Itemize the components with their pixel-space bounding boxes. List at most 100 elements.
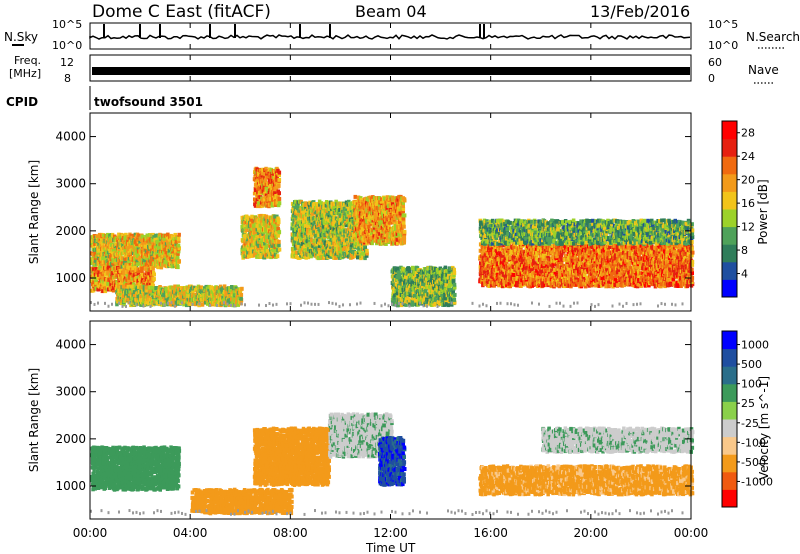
scatter-cell (265, 235, 269, 239)
scatter-cell (349, 247, 354, 252)
scatter-cell (349, 250, 353, 255)
scatter-cell (132, 292, 137, 297)
scatter-cell (122, 302, 126, 307)
station-title: Dome C East (fitACF) (92, 2, 271, 22)
scatter-cell (240, 286, 244, 291)
scatter-cell (357, 248, 361, 253)
scatter-cell (323, 233, 327, 238)
scatter-cell (150, 282, 155, 287)
scatter-cell (140, 234, 145, 239)
beam-title: Beam 04 (355, 2, 427, 21)
scatter-cell (127, 275, 132, 280)
scatter-cell (277, 191, 281, 196)
scatter-cell (110, 235, 114, 240)
scatter-cell (143, 283, 148, 287)
nsearch-label: N.Search (746, 30, 800, 44)
scatter-cell (116, 238, 120, 243)
scatter-cell (175, 254, 180, 259)
scatter-cell (96, 276, 101, 280)
scatter-cell (277, 220, 281, 225)
scatter-cell (332, 227, 336, 232)
scatter-cell (365, 248, 369, 253)
scatter-cell (367, 239, 371, 244)
scatter-cell (379, 223, 383, 227)
scatter-cell (396, 280, 401, 284)
scatter-cell (334, 246, 338, 251)
scatter-cell (162, 236, 167, 241)
scatter-cell (162, 297, 167, 302)
scatter-cell (152, 297, 156, 302)
scatter-cell (196, 284, 201, 289)
scatter-cell (144, 262, 149, 267)
scatter-cell (127, 234, 131, 239)
scatter-cell (108, 285, 112, 290)
scatter-cell (146, 249, 150, 254)
scatter-cell (389, 213, 394, 218)
scatter-cell (271, 241, 275, 246)
scatter-cell (177, 246, 181, 251)
scatter-cell (172, 289, 177, 294)
scatter-cell (166, 232, 170, 237)
scatter-cell (276, 233, 280, 238)
scatter-cell (370, 230, 375, 235)
scatter-cell (209, 285, 213, 290)
scatter-cell (257, 243, 261, 248)
nsearch-tick-bottom: 10^0 (708, 39, 738, 52)
scatter-cell (306, 255, 311, 260)
scatter-cell (321, 224, 326, 229)
scatter-cell (297, 220, 301, 225)
scatter-cell (169, 252, 173, 257)
scatter-cell (424, 276, 429, 281)
scatter-cell (316, 256, 321, 261)
scatter-cell (273, 223, 277, 228)
scatter-cell (93, 263, 97, 268)
scatter-cell (176, 288, 181, 293)
scatter-cell (128, 243, 132, 248)
scatter-cell (106, 281, 110, 286)
scatter-cell (139, 302, 143, 307)
scatter-cell (139, 285, 143, 290)
scatter-cell (268, 181, 272, 186)
scatter-cell (351, 255, 355, 260)
scatter-cell (318, 243, 322, 248)
scatter-cell (134, 297, 138, 302)
scatter-cell (425, 302, 429, 307)
scatter-cell (377, 238, 381, 243)
scatter-cell (329, 213, 333, 217)
freq-tick-top: 12 (60, 56, 74, 69)
scatter-cell (401, 216, 405, 221)
scatter-cell (140, 266, 144, 271)
scatter-cell (272, 248, 277, 253)
scatter-cell (399, 289, 403, 294)
scatter-cell (163, 293, 167, 298)
scatter-cell (382, 209, 386, 214)
scatter-cell (405, 287, 409, 292)
scatter-cell (386, 231, 391, 236)
scatter-cell (299, 229, 303, 234)
scatter-cell (338, 227, 343, 232)
scatter-cell (177, 259, 181, 264)
scatter-cell (402, 197, 407, 202)
scatter-cell (428, 291, 433, 296)
scatter-cell (105, 232, 110, 237)
scatter-cell (136, 271, 141, 276)
scatter-cell (257, 247, 261, 251)
scatter-cell (295, 250, 299, 255)
scatter-cell (323, 212, 327, 217)
scatter-cell (93, 242, 97, 246)
scatter-cell (146, 301, 150, 306)
cpid-label: CPID (6, 95, 38, 109)
scatter-cell (92, 260, 97, 265)
scatter-cell (254, 200, 259, 205)
scatter-cell (259, 213, 264, 218)
scatter-cell (120, 248, 124, 253)
scatter-cell (124, 291, 128, 296)
scatter-cell (152, 277, 156, 282)
scatter-cell (124, 232, 128, 237)
scatter-cell (397, 272, 402, 277)
scatter-cell (347, 206, 351, 211)
scatter-cell (362, 221, 366, 226)
scatter-cell (372, 235, 376, 240)
scatter-cell (149, 289, 153, 294)
scatter-cell (307, 238, 311, 243)
